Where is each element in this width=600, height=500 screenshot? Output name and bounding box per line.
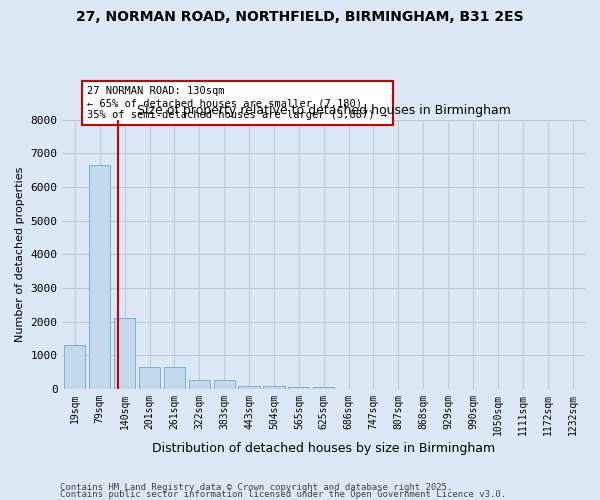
Bar: [89, 165, 110, 389]
Bar: [263, 386, 284, 389]
Y-axis label: Number of detached properties: Number of detached properties: [15, 166, 25, 342]
Text: 27 NORMAN ROAD: 130sqm
← 65% of detached houses are smaller (7,180)
35% of semi-: 27 NORMAN ROAD: 130sqm ← 65% of detached…: [88, 86, 388, 120]
Bar: [288, 388, 310, 389]
Bar: [64, 346, 85, 389]
Text: Contains public sector information licensed under the Open Government Licence v3: Contains public sector information licen…: [60, 490, 506, 499]
Bar: [164, 367, 185, 389]
Text: 27, NORMAN ROAD, NORTHFIELD, BIRMINGHAM, B31 2ES: 27, NORMAN ROAD, NORTHFIELD, BIRMINGHAM,…: [76, 10, 524, 24]
Title: Size of property relative to detached houses in Birmingham: Size of property relative to detached ho…: [137, 104, 511, 117]
Bar: [238, 386, 260, 389]
Text: Contains HM Land Registry data © Crown copyright and database right 2025.: Contains HM Land Registry data © Crown c…: [60, 484, 452, 492]
Bar: [214, 380, 235, 389]
Bar: [139, 367, 160, 389]
Bar: [189, 380, 210, 389]
X-axis label: Distribution of detached houses by size in Birmingham: Distribution of detached houses by size …: [152, 442, 495, 455]
Bar: [313, 388, 334, 389]
Bar: [114, 318, 135, 389]
